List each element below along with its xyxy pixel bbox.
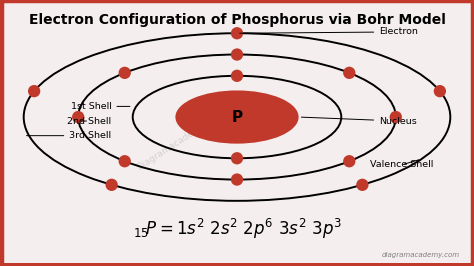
Ellipse shape (231, 70, 243, 82)
Ellipse shape (231, 48, 243, 61)
Text: $_{15}\!P = 1s^2\ 2s^2\ 2p^6\ 3s^2\ 3p^3$: $_{15}\!P = 1s^2\ 2s^2\ 2p^6\ 3s^2\ 3p^3… (133, 217, 341, 241)
Ellipse shape (175, 90, 299, 144)
Text: Electron: Electron (240, 27, 418, 36)
Text: diagramacademy.com: diagramacademy.com (382, 252, 460, 258)
Ellipse shape (356, 179, 369, 191)
Text: 1st Shell: 1st Shell (71, 102, 130, 111)
Ellipse shape (231, 27, 243, 39)
Ellipse shape (390, 111, 402, 123)
Ellipse shape (231, 173, 243, 186)
Text: 3rd Shell: 3rd Shell (27, 131, 111, 140)
Ellipse shape (28, 85, 40, 97)
Ellipse shape (434, 85, 446, 97)
Ellipse shape (72, 111, 84, 123)
Ellipse shape (118, 67, 131, 79)
Ellipse shape (231, 152, 243, 164)
Text: 2nd Shell: 2nd Shell (67, 117, 111, 126)
Text: Electron Configuration of Phosphorus via Bohr Model: Electron Configuration of Phosphorus via… (28, 13, 446, 27)
Text: P: P (231, 110, 243, 124)
Ellipse shape (343, 67, 356, 79)
Text: Nucleus: Nucleus (301, 117, 417, 126)
Ellipse shape (343, 155, 356, 167)
Ellipse shape (105, 179, 118, 191)
Text: Diagramacademy.com: Diagramacademy.com (135, 110, 225, 172)
Text: Valence Shell: Valence Shell (370, 160, 433, 169)
Ellipse shape (118, 155, 131, 167)
